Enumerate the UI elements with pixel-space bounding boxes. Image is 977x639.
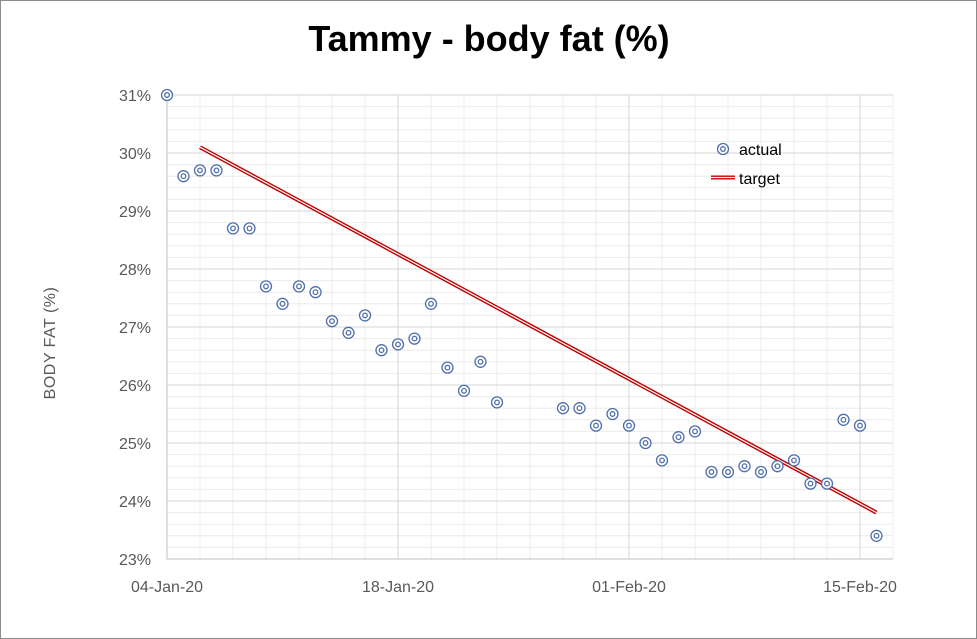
y-tick-label: 29% [119,204,151,221]
actual-point [325,315,339,328]
actual-point [771,460,784,473]
actual-point [639,436,652,450]
actual-point [408,332,421,345]
y-tick-label: 26% [119,378,151,395]
legend-marker-actual [716,142,730,156]
actual-point [655,454,669,467]
y-tick-label: 31% [119,88,151,105]
actual-point [226,222,240,235]
actual-point [243,222,256,235]
y-tick-label: 27% [119,320,151,337]
y-tick-label: 30% [119,146,151,163]
actual-point [391,338,405,351]
actual-point [259,280,273,293]
actual-point [787,454,801,467]
y-axis-tick-labels: 23% 24% 25% 26% 27% 28% 29% 30% 31% [119,88,151,569]
actual-point [573,402,586,415]
actual-point [837,413,850,426]
y-axis-label: BODY FAT (%) [42,287,59,400]
actual-point [721,465,735,479]
actual-point [754,465,768,479]
y-tick-label: 23% [119,552,151,569]
y-tick-label: 24% [119,494,151,511]
actual-point [705,465,718,479]
target-series [199,145,878,515]
actual-point [490,396,504,409]
actual-point [853,419,867,432]
actual-point [457,384,471,397]
actual-point [193,164,207,177]
legend-label-target: target [739,171,780,188]
actual-point [556,402,570,415]
actual-point [276,297,289,310]
legend-label-actual: actual [739,142,782,159]
actual-point [474,355,487,368]
actual-point [210,164,223,177]
x-tick-label: 15-Feb-20 [823,579,897,596]
y-tick-label: 28% [119,262,151,279]
actual-point [804,477,817,490]
actual-point [424,297,438,310]
actual-point [688,425,702,438]
actual-point [309,286,322,299]
actual-point [292,280,306,293]
x-tick-label: 04-Jan-20 [131,579,203,596]
actual-point [589,419,603,432]
y-tick-label: 25% [119,436,151,453]
x-axis-tick-labels: 04-Jan-20 18-Jan-20 01-Feb-20 15-Feb-20 [131,579,897,596]
actual-point [358,309,372,322]
actual-point [820,477,834,490]
actual-series [160,88,883,542]
actual-point [342,326,355,339]
actual-point [441,361,454,374]
chart-title: Tammy - body fat (%) [308,18,669,59]
actual-point [160,88,174,102]
actual-point [177,170,190,183]
actual-point [622,419,636,432]
target-line-inner [199,146,877,514]
actual-point [870,529,883,542]
actual-point [375,344,388,357]
actual-point [738,460,751,473]
legend: actual target [711,142,782,188]
x-tick-label: 18-Jan-20 [362,579,434,596]
actual-point [672,431,685,444]
x-tick-label: 01-Feb-20 [592,579,666,596]
major-gridlines [166,94,894,560]
actual-point [606,407,619,421]
